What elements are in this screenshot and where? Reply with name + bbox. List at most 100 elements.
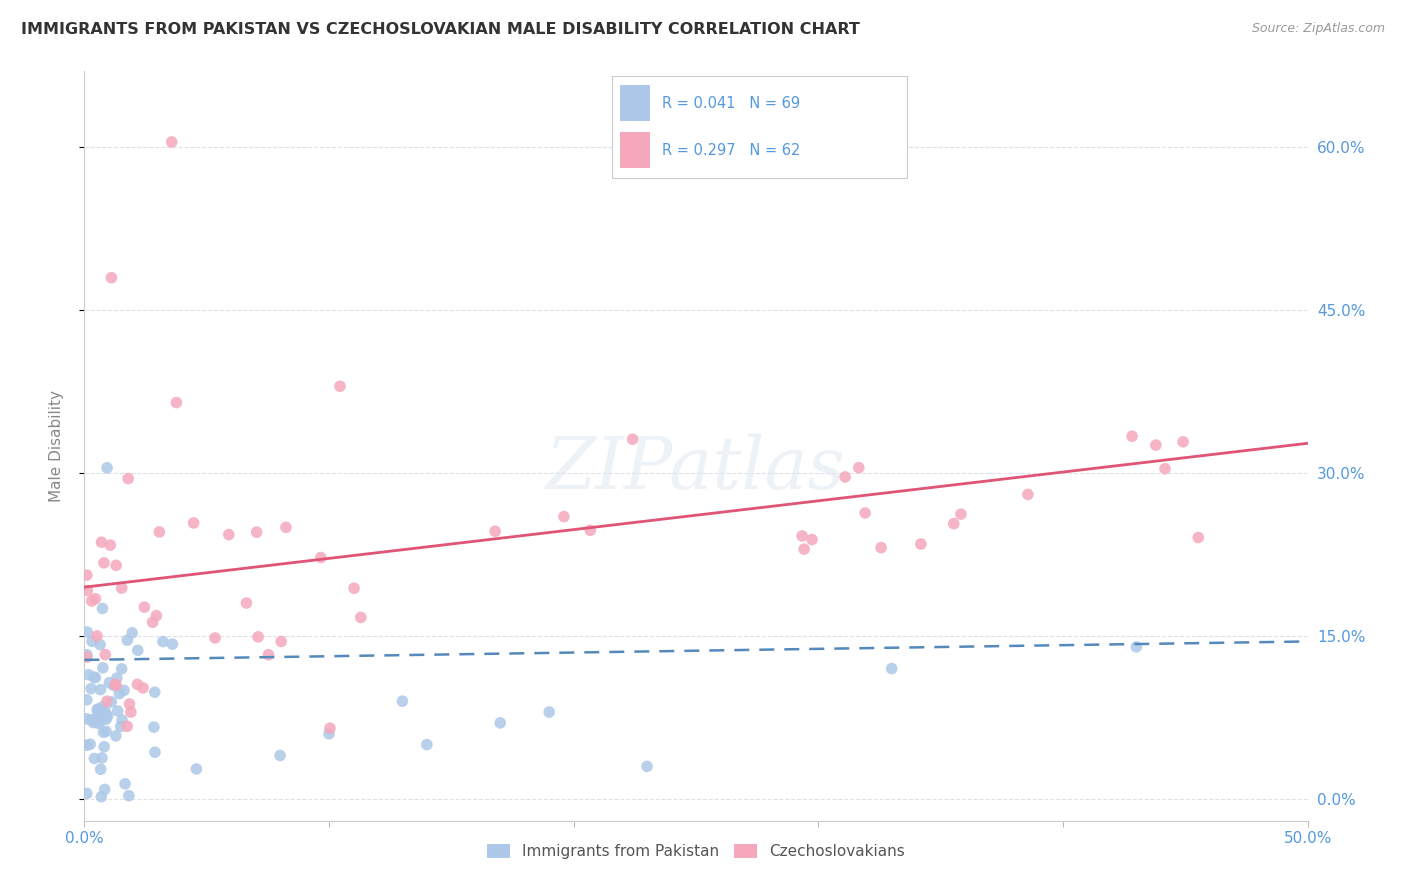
Point	[83, 715, 105, 730]
Point	[90, 789, 112, 804]
Point	[127, 643, 149, 657]
Point	[105, 671, 128, 685]
Point	[76, 648, 98, 662]
Legend: Immigrants from Pakistan, Czechoslovakians: Immigrants from Pakistan, Czechoslovakia…	[481, 838, 911, 865]
Point	[117, 633, 139, 648]
Point	[94, 648, 117, 662]
Point	[1144, 438, 1167, 452]
Point	[910, 537, 932, 551]
Point	[83, 751, 105, 765]
Point	[98, 675, 121, 690]
Point	[1017, 487, 1039, 501]
Point	[621, 432, 644, 446]
Point	[93, 725, 115, 739]
Point	[84, 591, 107, 606]
Point	[110, 719, 132, 733]
Point	[94, 724, 117, 739]
Point	[793, 542, 815, 557]
Point	[100, 270, 122, 285]
Y-axis label: Male Disability: Male Disability	[49, 390, 63, 502]
FancyBboxPatch shape	[612, 76, 907, 178]
Point	[111, 581, 134, 595]
Point	[270, 634, 292, 648]
Point	[114, 777, 136, 791]
Point	[246, 525, 269, 540]
Point	[538, 705, 561, 719]
Point	[80, 594, 103, 608]
Point	[318, 727, 340, 741]
Point	[132, 681, 155, 695]
Point	[94, 708, 117, 723]
Point	[162, 637, 184, 651]
Point	[247, 630, 270, 644]
Point	[120, 705, 142, 719]
Point	[76, 787, 98, 801]
Point	[76, 693, 98, 707]
Point	[218, 527, 240, 541]
Point	[141, 615, 163, 630]
Point	[343, 581, 366, 595]
Point	[108, 687, 131, 701]
Point	[76, 583, 98, 598]
Point	[84, 671, 107, 685]
Point	[165, 395, 187, 409]
Point	[848, 460, 870, 475]
Point	[1125, 640, 1147, 654]
Point	[79, 737, 101, 751]
FancyBboxPatch shape	[620, 132, 650, 168]
Text: R = 0.297   N = 62: R = 0.297 N = 62	[662, 143, 800, 158]
Point	[80, 681, 103, 696]
Point	[235, 596, 257, 610]
Point	[115, 719, 138, 733]
Point	[87, 702, 110, 716]
Point	[96, 694, 118, 708]
Point	[76, 650, 98, 665]
Point	[104, 729, 127, 743]
Point	[90, 535, 112, 549]
Text: IMMIGRANTS FROM PAKISTAN VS CZECHOSLOVAKIAN MALE DISABILITY CORRELATION CHART: IMMIGRANTS FROM PAKISTAN VS CZECHOSLOVAK…	[21, 22, 860, 37]
Point	[350, 610, 373, 624]
Point	[1154, 461, 1177, 475]
Point	[186, 762, 208, 776]
Point	[636, 759, 658, 773]
Point	[257, 648, 280, 662]
Point	[391, 694, 413, 708]
Point	[91, 661, 114, 675]
Point	[103, 678, 125, 692]
Point	[853, 506, 876, 520]
Point	[87, 716, 110, 731]
Point	[83, 670, 105, 684]
Text: R = 0.041   N = 69: R = 0.041 N = 69	[662, 95, 800, 111]
Point	[1171, 434, 1194, 449]
Point	[98, 538, 121, 552]
Point	[96, 712, 118, 726]
Point	[204, 631, 226, 645]
Point	[143, 745, 166, 759]
Point	[93, 739, 115, 754]
Point	[87, 713, 110, 727]
Point	[89, 682, 111, 697]
Text: Source: ZipAtlas.com: Source: ZipAtlas.com	[1251, 22, 1385, 36]
Point	[329, 379, 352, 393]
Point	[880, 662, 903, 676]
Point	[142, 720, 165, 734]
Point	[143, 685, 166, 699]
Point	[94, 704, 117, 718]
Point	[148, 524, 170, 539]
Point	[160, 135, 183, 149]
Point	[87, 708, 110, 723]
Point	[117, 472, 139, 486]
Point	[91, 700, 114, 714]
Point	[105, 558, 128, 573]
Point	[118, 697, 141, 711]
Point	[76, 568, 98, 582]
Point	[80, 634, 103, 648]
Point	[1187, 531, 1209, 545]
Point	[89, 714, 111, 729]
Point	[80, 713, 103, 727]
Point	[86, 629, 108, 643]
Point	[274, 520, 297, 534]
Point	[91, 601, 114, 615]
Point	[90, 762, 112, 776]
Point	[76, 739, 98, 753]
